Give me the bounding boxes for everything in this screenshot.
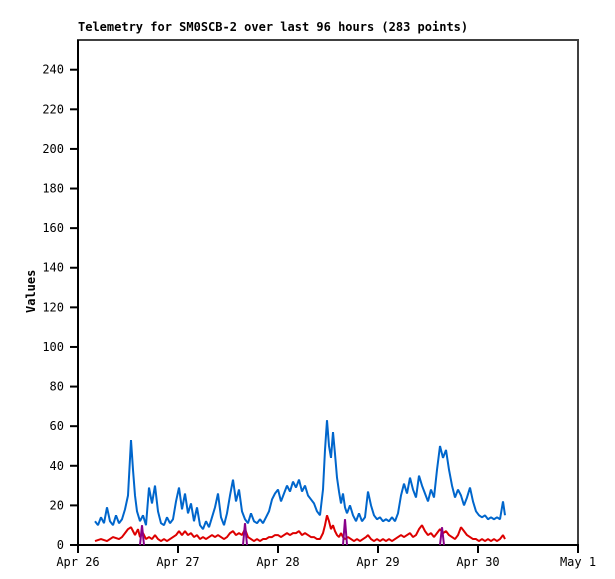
y-tick-label: 80 [50, 380, 64, 394]
series-channel-3-purple-line [139, 525, 145, 546]
x-tick-label: Apr 29 [356, 555, 399, 569]
x-tick-label: Apr 27 [156, 555, 199, 569]
series-channel-1-blue-line [94, 420, 506, 530]
y-tick-label: 120 [42, 300, 64, 314]
y-tick-label: 240 [42, 63, 64, 77]
series-channel-2-red-line [94, 514, 506, 542]
y-tick-label: 40 [50, 459, 64, 473]
y-tick-label: 100 [42, 340, 64, 354]
x-tick-label: Apr 30 [456, 555, 499, 569]
x-tick-label: May 1 [560, 555, 596, 569]
x-tick-label: Apr 26 [56, 555, 99, 569]
y-tick-label: 220 [42, 102, 64, 116]
y-tick-label: 0 [57, 538, 64, 552]
series-channel-3-purple-line [439, 527, 445, 546]
y-tick-label: 200 [42, 142, 64, 156]
y-tick-label: 180 [42, 182, 64, 196]
series-channel-3-purple-line [242, 523, 248, 546]
y-tick-label: 20 [50, 498, 64, 512]
y-tick-label: 60 [50, 419, 64, 433]
chart-title: Telemetry for SM0SCB-2 over last 96 hour… [78, 20, 469, 34]
y-tick-label: 140 [42, 261, 64, 275]
x-tick-label: Apr 28 [256, 555, 299, 569]
y-tick-label: 160 [42, 221, 64, 235]
series-channel-3-purple-line [342, 519, 348, 546]
